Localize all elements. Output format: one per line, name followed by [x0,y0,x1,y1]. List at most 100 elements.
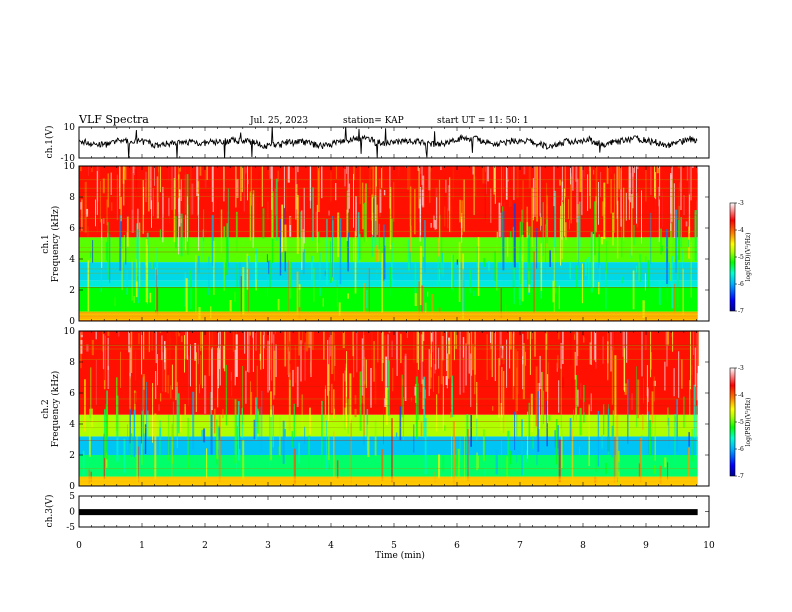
ch1-spectrogram-streak [494,251,496,281]
ch2-spectrogram-burst [107,337,109,370]
ch1-spectrogram-streak [612,212,614,246]
ch1-spectrogram-streak [678,189,680,220]
ch2-spectrogram-streak [371,331,373,369]
ch1-spectrogram-streak [633,225,635,246]
ch2-spectrogram-streak [200,331,202,352]
ch1-spectrogram-streak [645,255,647,262]
ch1-spectrogram-streak [540,243,543,291]
ch2-spectrogram-streak [601,435,603,449]
ch1-spectrogram-burst [641,190,642,244]
ch1-spectrogram-streak [661,245,663,252]
ch1-spectrogram-streak [509,231,512,238]
ch1-spectrogram-streak [616,200,619,259]
ch2-spectrogram-streak [693,331,695,355]
ch1-spectrogram-streak [445,179,447,193]
ch2-spectrogram-streak [272,405,274,448]
ch2-spectrogram-streak [143,389,145,410]
ch2-spectrogram-streak [583,331,585,338]
ch1-spectrogram-band [79,311,698,321]
ch2-spectrogram-streak [503,371,505,433]
ch2-spectrogram-streak [194,343,197,361]
ch2-spectrogram-streak [350,419,352,486]
ch2-spectrogram-streak [438,347,440,369]
ch2-spectrogram-streak [86,344,89,352]
ch2-spectrogram-streak [334,408,335,418]
x-tick-label: 3 [265,541,271,551]
ch2-spectrogram-streak [647,388,649,403]
ch2-spectrogram-streak [432,331,434,353]
ch2-spectrogram-streak [522,343,525,400]
ch1-spectrogram-band [79,286,698,312]
ch1-spectrogram-burst [625,192,627,221]
ch1-waveform-ytick-label: -10 [61,154,76,164]
ch1-spectrogram-streak [523,166,526,175]
ch2-spectrogram-streak [531,331,532,333]
ch2-spectrogram-burst [545,333,547,392]
ch1-spectrogram-streak [145,182,147,198]
ch2-spectrogram-burst [428,349,430,396]
ch2-spectrogram-streak [459,331,461,395]
ch2-spectrogram-streak [406,331,408,338]
ch2-spectrogram-streak [451,430,452,482]
ch1-spectrogram-streak [159,229,162,241]
ch2-spectrogram-streak [203,428,206,443]
ch2-spectrogram-streak [187,417,189,469]
ch1-spectrogram-streak [249,191,252,241]
ch2-spectrogram-streak [413,331,415,363]
ch2-spectrogram-burst [641,331,643,377]
ch1-spectrogram-streak [595,166,597,203]
ch2-spectrogram-streak [546,401,548,447]
ch2-spectrogram-streak [169,385,172,399]
ch2-spectrogram-streak [167,331,169,369]
ch2-spectrogram-streak [206,448,208,479]
ch1-spectrogram-streak [363,202,366,243]
ch2-spectrogram-streak [558,439,561,483]
ch1-spectrogram-streak [655,195,656,229]
ch2-spectrogram-burst [400,333,402,364]
ch1-spectrogram-streak [332,216,333,278]
ch2-spectrogram-colorbar-tick-label: -4 [738,392,744,399]
ch1-spectrogram-streak [357,212,360,263]
ch1-spectrogram-burst [186,196,188,242]
ch2-spectrogram-streak [201,429,204,438]
ch1-spectrogram-burst [563,188,565,237]
ch1-spectrogram-streak [131,172,134,233]
ch1-colorbar-label: log(PSD)(V²/Hz) [745,233,752,282]
ch1-spectrogram-streak [242,267,245,315]
ch1-spectrogram-streak [554,190,557,254]
ch2-spectrogram-streak [583,335,585,343]
ch1-spectrogram-streak [138,167,140,220]
ch2-spectrogram-streak [654,415,656,461]
ch2-spectrogram-streak [279,416,281,456]
ch1-spectrogram-streak [296,271,299,315]
ch1-spectrogram-burst [534,166,536,217]
ch2-spectrogram-streak [466,331,469,345]
ch1-spectrogram-streak [648,300,651,306]
ch2-spectrogram-burst [260,331,262,370]
ch1-spectrogram-burst [178,198,180,255]
ch1-spectrogram-streak [605,271,607,310]
ch1-spectrogram-streak [405,166,407,168]
ch1-spectrogram-burst [463,179,465,232]
x-tick-label: 2 [202,541,208,551]
ch1-spectrogram-streak [173,178,176,243]
ch1-spectrogram-streak [287,166,290,183]
ch1-spectrogram-streak [513,258,515,305]
ch2-spectrogram-burst [506,339,508,388]
ch2-spectrogram-streak [541,371,543,429]
ch1-spectrogram-burst [493,166,495,195]
ch2-spectrogram-burst [422,379,424,409]
ch1-spectrogram-streak [189,270,192,309]
ch1-spectrogram-streak [274,188,277,216]
ch2-spectrogram-streak [164,347,167,393]
ch2-spectrogram-burst [252,331,254,372]
ch2-spectrogram-streak [144,424,147,454]
ch2-spectrogram-burst [171,364,173,390]
ch1-spectrogram-streak [118,180,120,189]
ch2-spectrogram-streak [185,331,187,359]
ch2-spectrogram-streak [255,331,257,351]
ch2-spectrogram-streak [132,440,134,456]
ch1-spectrogram-streak [99,181,101,223]
ch1-spectrogram-streak [193,166,195,170]
